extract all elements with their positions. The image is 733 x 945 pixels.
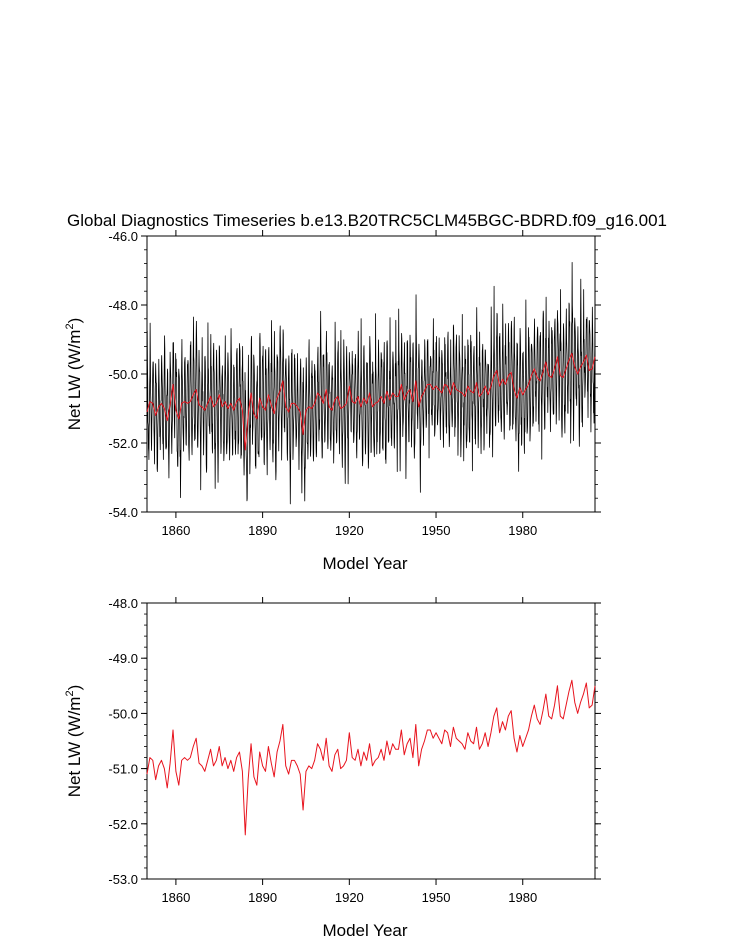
top-annual-mean-line bbox=[146, 352, 596, 451]
bottom-y-tick-label: -51.0 bbox=[108, 762, 138, 777]
bottom-y-tick-label: -53.0 bbox=[108, 872, 138, 887]
top-y-tick-label: -48.0 bbox=[108, 298, 138, 313]
bottom-axis-ticks: 1860 1890 1920 1950 1980 -53.0 -52.0 -51.0 -50.0… bbox=[108, 596, 601, 905]
bottom-x-tick-label: 1860 bbox=[161, 890, 190, 905]
bottom-y-axis-label-close: ) bbox=[65, 685, 84, 691]
bottom-y-axis-label: Net LW (W/m2) bbox=[64, 685, 84, 798]
top-axis-ticks: 1860 1890 1920 1950 1980 -54.0 -52.0 -50.0 -48.0… bbox=[108, 229, 601, 538]
bottom-y-tick-label: -52.0 bbox=[108, 817, 138, 832]
top-monthly-series bbox=[146, 262, 596, 505]
bottom-y-tick-label: -50.0 bbox=[108, 706, 138, 721]
bottom-x-tick-label: 1950 bbox=[422, 890, 451, 905]
top-x-tick-label: 1890 bbox=[248, 523, 277, 538]
bottom-y-axis-label-sup: 2 bbox=[64, 690, 76, 696]
bottom-y-axis-label-main: Net LW (W/m bbox=[65, 697, 84, 798]
top-y-tick-label: -50.0 bbox=[108, 367, 138, 382]
top-y-tick-label: -46.0 bbox=[108, 229, 138, 244]
bottom-x-tick-label: 1890 bbox=[248, 890, 277, 905]
top-y-axis-label-close: ) bbox=[65, 318, 84, 324]
top-x-tick-label: 1860 bbox=[161, 523, 190, 538]
top-panel: 1860 1890 1920 1950 1980 -54.0 -52.0 -50.0 -48.0… bbox=[64, 229, 601, 573]
bottom-x-axis-label: Model Year bbox=[322, 921, 407, 940]
top-x-axis-label: Model Year bbox=[322, 554, 407, 573]
chart-title: Global Diagnostics Timeseries b.e13.B20T… bbox=[67, 211, 667, 230]
top-y-tick-label: -52.0 bbox=[108, 436, 138, 451]
bottom-x-tick-label: 1980 bbox=[508, 890, 537, 905]
top-monthly-line bbox=[146, 262, 596, 505]
top-x-tick-label: 1920 bbox=[335, 523, 364, 538]
top-y-axis-label-sup: 2 bbox=[64, 323, 76, 329]
top-y-tick-label: -54.0 bbox=[108, 505, 138, 520]
top-y-axis-label: Net LW (W/m2) bbox=[64, 318, 84, 431]
top-y-axis-label-main: Net LW (W/m bbox=[65, 330, 84, 431]
bottom-annual-series bbox=[146, 679, 596, 836]
bottom-y-tick-label: -49.0 bbox=[108, 651, 138, 666]
top-x-tick-label: 1950 bbox=[422, 523, 451, 538]
bottom-plot-frame bbox=[146, 602, 596, 880]
bottom-panel: 1860 1890 1920 1950 1980 -53.0 -52.0 -51.0 -50.0… bbox=[64, 596, 601, 940]
top-x-tick-label: 1980 bbox=[508, 523, 537, 538]
bottom-x-tick-label: 1920 bbox=[335, 890, 364, 905]
bottom-annual-mean-line bbox=[146, 679, 596, 836]
top-annual-series bbox=[146, 352, 596, 451]
bottom-y-tick-label: -48.0 bbox=[108, 596, 138, 611]
